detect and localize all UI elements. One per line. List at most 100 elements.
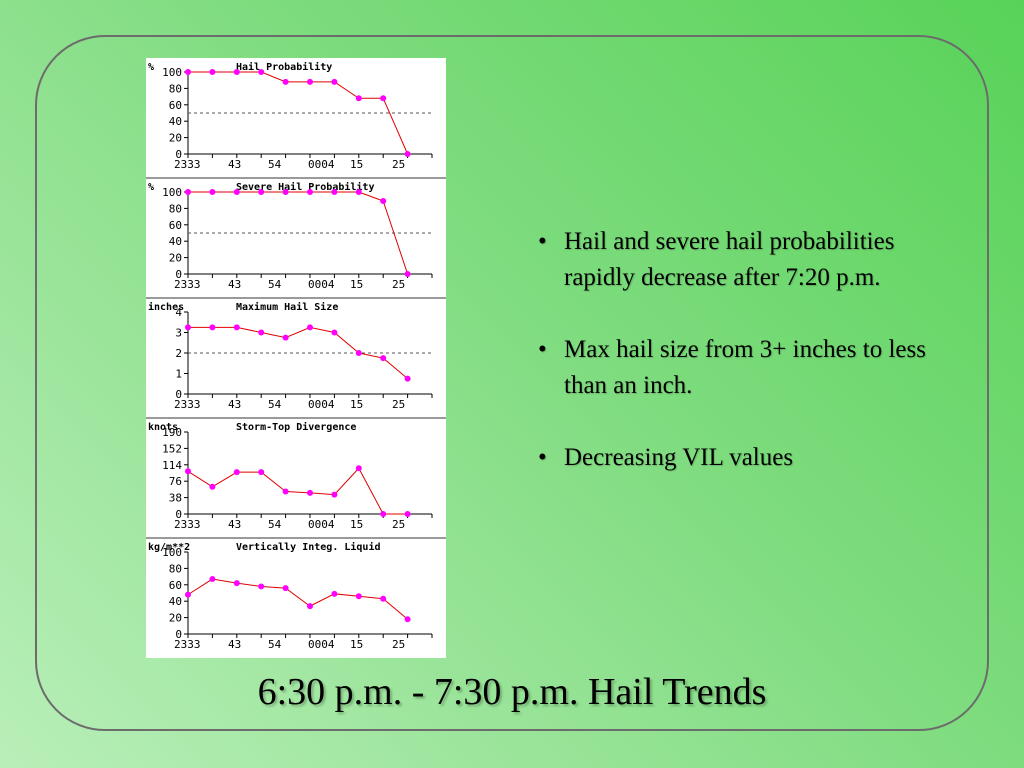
y-tick-label: 100 (162, 66, 182, 79)
x-tick-label: 15 (350, 398, 363, 411)
bullet-list: Hail and severe hail probabilities rapid… (538, 224, 968, 512)
data-point (233, 580, 240, 587)
x-tick-label: 0004 (308, 158, 335, 171)
x-tick-label: 2333 (174, 518, 201, 531)
series-line (187, 578, 408, 620)
slide-title: 6:30 p.m. - 7:30 p.m. Hail Trends (257, 671, 767, 713)
data-point (258, 189, 265, 195)
y-tick-label: 190 (162, 426, 182, 439)
y-tick-label: 20 (169, 612, 182, 625)
data-point (282, 334, 289, 341)
y-tick-label: 40 (169, 235, 182, 248)
chart-title: Severe Hail Probability (236, 181, 374, 193)
x-tick-label: 0004 (308, 398, 335, 411)
y-tick-label: 0 (175, 148, 182, 161)
series-line (187, 467, 408, 515)
x-tick-label: 54 (268, 398, 282, 411)
x-tick-label: 54 (268, 638, 282, 651)
data-point (307, 78, 313, 85)
data-point (282, 78, 289, 85)
data-point (331, 189, 338, 195)
data-point (380, 595, 387, 602)
charts-panel: % Hail Probability 0 20 40 60 80 100 2333 43 54 000… (146, 58, 446, 658)
data-point (233, 69, 240, 75)
series-line (188, 326, 408, 380)
data-point (209, 69, 216, 75)
data-point (233, 469, 240, 476)
y-tick-label: 0 (175, 508, 182, 521)
data-point (209, 483, 216, 490)
x-tick-label: 25 (392, 158, 405, 171)
x-tick-label: 15 (350, 278, 363, 291)
x-tick-label: 25 (392, 398, 405, 411)
y-tick-label: 40 (169, 595, 182, 608)
y-tick-label: 100 (162, 186, 182, 199)
data-point (209, 324, 216, 331)
chart-title: Storm-Top Divergence (236, 421, 356, 433)
chart-title: Hail Probability (236, 61, 332, 73)
x-tick-label: 2333 (174, 278, 201, 291)
data-point (331, 590, 338, 597)
y-tick-label: 3 (175, 327, 182, 340)
data-point (331, 78, 338, 85)
data-point (307, 189, 313, 195)
slide-frame (35, 35, 989, 731)
data-point (355, 593, 362, 600)
bullet-item: Decreasing VIL values (538, 440, 968, 476)
axis-unit-label: kg/m**2 (148, 542, 190, 553)
data-point (331, 491, 338, 498)
data-point (404, 375, 411, 382)
x-tick-label: 43 (228, 638, 241, 651)
data-point (282, 585, 289, 592)
x-tick-label: 43 (228, 518, 241, 531)
y-tick-label: 80 (169, 562, 182, 575)
y-tick-label: 80 (169, 202, 182, 215)
x-tick-label: 25 (392, 518, 405, 531)
x-tick-label: 15 (350, 638, 363, 651)
x-tick-label: 25 (392, 278, 405, 291)
y-tick-label: 100 (162, 546, 182, 559)
y-tick-label: 20 (169, 132, 182, 145)
x-tick-label: 43 (228, 398, 241, 411)
x-tick-label: 54 (268, 278, 282, 291)
y-tick-label: 76 (169, 475, 182, 488)
data-point (380, 355, 387, 362)
axis-unit-label: knots (148, 422, 178, 433)
y-tick-label: 0 (175, 268, 182, 281)
data-point (209, 189, 216, 195)
chart-title: Maximum Hail Size (236, 301, 338, 313)
x-tick-label: 43 (228, 278, 241, 291)
x-tick-label: 43 (228, 158, 241, 171)
y-tick-label: 2 (175, 347, 182, 360)
x-tick-label: 54 (268, 158, 282, 171)
y-tick-label: 60 (169, 99, 182, 112)
data-point (209, 576, 216, 583)
bullet-item: Max hail size from 3+ inches to less tha… (538, 332, 968, 404)
x-tick-label: 2333 (174, 158, 201, 171)
data-point (282, 488, 289, 495)
y-tick-label: 38 (169, 492, 182, 505)
data-point (355, 465, 362, 472)
y-tick-label: 20 (169, 252, 182, 265)
x-tick-label: 0004 (308, 278, 335, 291)
y-tick-label: 80 (169, 82, 182, 95)
data-point (404, 511, 411, 517)
data-point (355, 350, 362, 356)
data-point (380, 198, 387, 205)
data-point (282, 189, 289, 195)
x-tick-label: 0004 (308, 518, 335, 531)
data-point (307, 603, 313, 610)
x-tick-label: 25 (392, 638, 405, 651)
y-tick-label: 152 (162, 442, 182, 455)
axis-unit-label: inches (148, 301, 184, 313)
bullet-item: Hail and severe hail probabilities rapid… (538, 224, 968, 296)
y-tick-label: 0 (175, 388, 182, 401)
data-point (404, 616, 411, 623)
series-line (188, 191, 409, 275)
y-tick-label: 1 (175, 368, 182, 381)
chart-title: Vertically Integ. Liquid (236, 541, 381, 553)
data-point (307, 489, 313, 496)
y-tick-label: 4 (175, 306, 182, 319)
x-tick-label: 0004 (308, 638, 335, 651)
